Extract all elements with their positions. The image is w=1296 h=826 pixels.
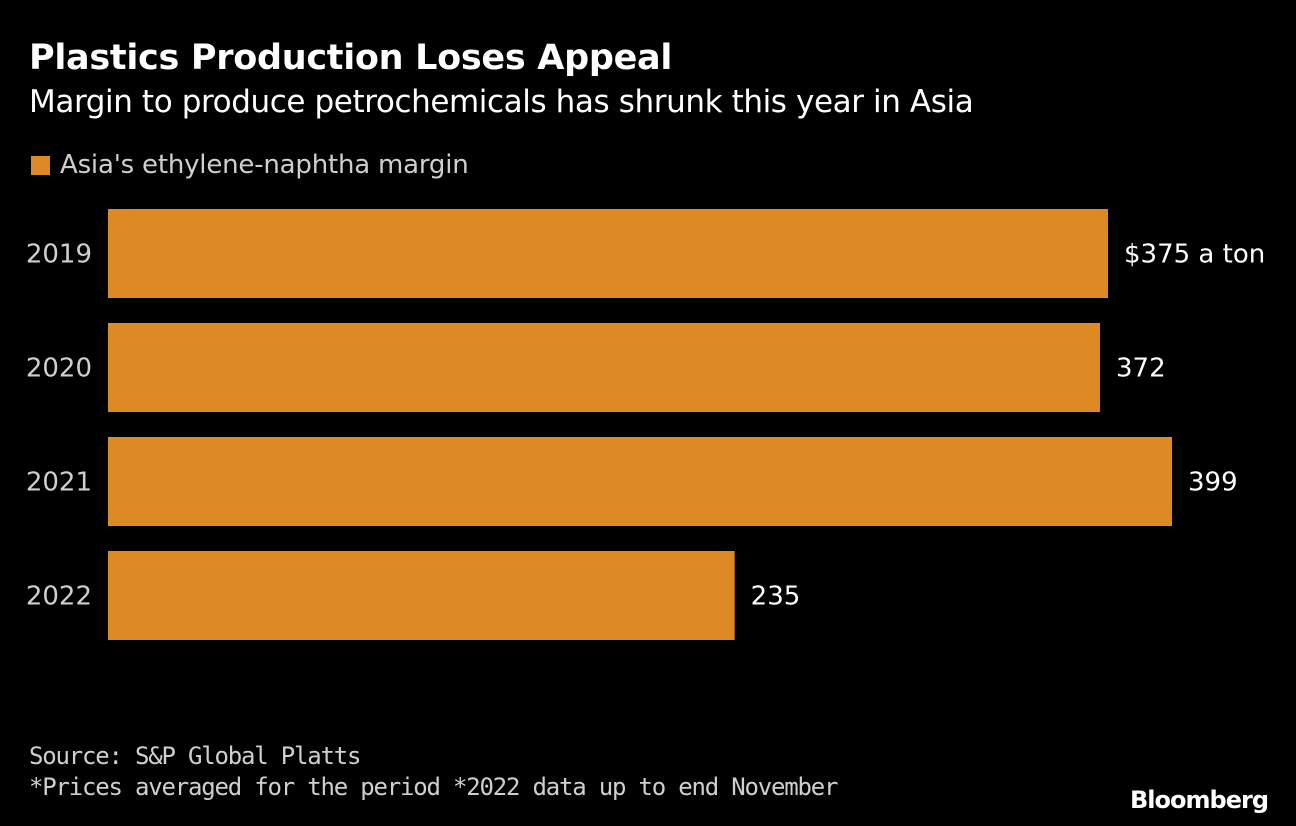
bloomberg-logo: Bloomberg (1130, 786, 1269, 814)
bar-2022 (108, 551, 735, 640)
value-label-2020: 372 (1116, 354, 1166, 384)
category-label-2019: 2019 (26, 240, 92, 270)
value-label-2019: $375 a ton (1124, 240, 1265, 270)
bar-2019 (108, 209, 1108, 298)
chart-title: Plastics Production Loses Appeal (29, 38, 673, 78)
legend-label: Asia's ethylene-naphtha margin (60, 150, 469, 180)
category-label-2022: 2022 (26, 582, 92, 612)
category-label-2020: 2020 (26, 354, 92, 384)
bar-2021 (108, 437, 1172, 526)
bar-2020 (108, 323, 1100, 412)
value-label-2022: 235 (751, 582, 801, 612)
value-label-2021: 399 (1188, 468, 1238, 498)
chart-subtitle: Margin to produce petrochemicals has shr… (29, 84, 974, 120)
footnote: *Prices averaged for the period *2022 da… (29, 773, 838, 801)
source-note: Source: S&P Global Platts (29, 742, 361, 770)
category-label-2021: 2021 (26, 468, 92, 498)
legend-swatch (31, 155, 50, 175)
legend: Asia's ethylene-naphtha margin (31, 150, 469, 180)
